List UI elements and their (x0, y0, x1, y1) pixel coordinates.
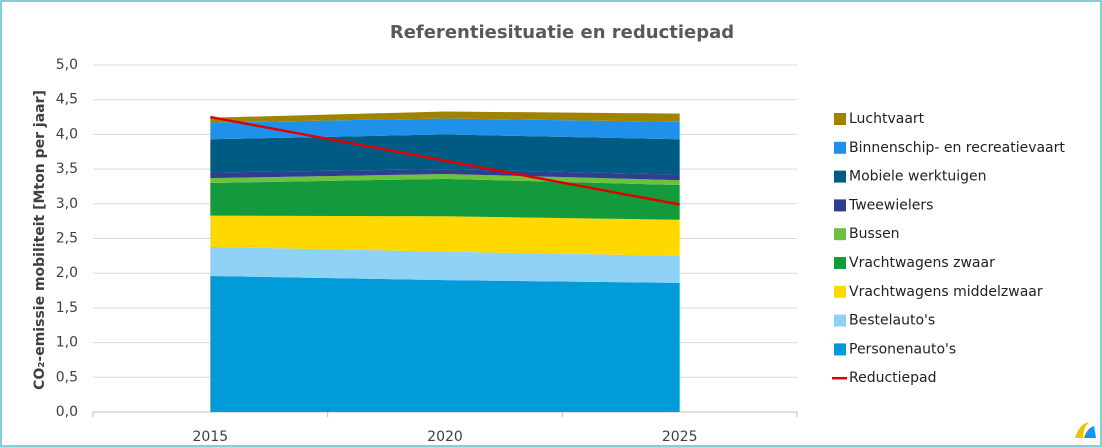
area (210, 111, 680, 123)
y-tick-label: 1,5 (56, 300, 78, 316)
y-tick-label: 1,0 (56, 335, 78, 351)
legend-swatch (834, 314, 846, 327)
y-tick-label: 3,5 (56, 161, 78, 177)
legend-swatch (834, 285, 846, 298)
legend-swatch (834, 141, 846, 154)
logo (1075, 422, 1096, 438)
legend-label: Tweewielers (848, 197, 933, 213)
legend-label: Binnenschip- en recreatievaart (849, 140, 1065, 156)
y-tick-label: 2,5 (56, 231, 78, 247)
legend-label: Vrachtwagens zwaar (849, 255, 995, 271)
area (210, 275, 680, 412)
legend-label: Luchtvaart (849, 111, 925, 127)
y-tick-label: 5,0 (56, 57, 78, 73)
y-tick-label: 0,0 (56, 404, 78, 420)
legend-swatch (834, 199, 846, 212)
chart-title: Referentiesituatie en reductiepad (390, 22, 734, 43)
y-tick-label: 2,0 (56, 265, 78, 281)
y-tick-label: 0,5 (56, 369, 78, 385)
legend-label: Bestelauto's (849, 313, 935, 329)
y-tick-label: 4,0 (56, 126, 78, 142)
legend-swatch (834, 170, 846, 183)
y-axis-label: CO₂-emissie mobiliteit [Mton per jaar] (32, 90, 48, 390)
legend-label: Bussen (849, 226, 900, 242)
y-tick-label: 4,5 (56, 92, 78, 108)
line (210, 115, 680, 206)
x-tick-label: 2025 (662, 429, 698, 445)
area (210, 246, 680, 283)
x-tick-label: 2015 (193, 429, 229, 445)
legend-label: Reductiepad (849, 370, 937, 386)
legend-swatch (834, 343, 846, 356)
legend-swatch (834, 113, 846, 125)
area (210, 134, 680, 175)
legend-swatch (834, 257, 846, 269)
legend-label: Personenauto's (849, 341, 956, 357)
y-tick-label: 3,0 (56, 196, 78, 212)
area (210, 215, 680, 256)
x-tick-label: 2020 (427, 429, 463, 445)
legend-label: Vrachtwagens middelzwaar (849, 284, 1043, 300)
area (210, 118, 680, 140)
legend-label: Mobiele werktuigen (849, 169, 987, 185)
area (210, 178, 680, 220)
area (210, 169, 680, 181)
legend-swatch (834, 228, 846, 241)
area (210, 173, 680, 186)
